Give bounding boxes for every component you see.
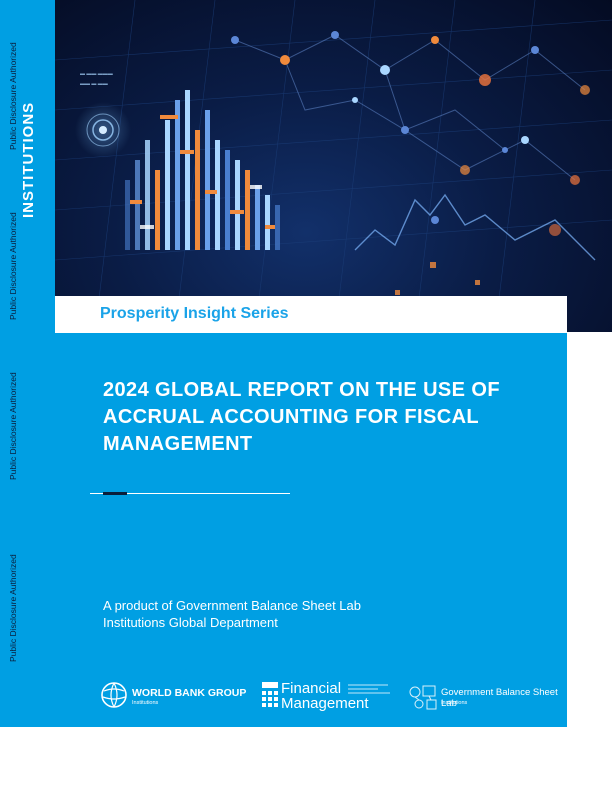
gbsl-logo: Government Balance Sheet Lab Institution… — [407, 682, 567, 714]
hero-image: ▬ ▬▬ ▬▬▬ ▬▬ ▬ ▬▬ — [55, 0, 612, 332]
svg-text:▬▬ ▬ ▬▬: ▬▬ ▬ ▬▬ — [80, 81, 108, 87]
financial-management-line1: Financial — [281, 680, 342, 697]
disclosure-label-1: Public Disclosure Authorized — [8, 42, 18, 150]
disclosure-label-3: Public Disclosure Authorized — [8, 372, 18, 480]
product-line-1: A product of Government Balance Sheet La… — [103, 598, 362, 613]
disclosure-label-4: Public Disclosure Authorized — [8, 554, 18, 662]
hero-graphic: ▬ ▬▬ ▬▬▬ ▬▬ ▬ ▬▬ — [55, 0, 612, 332]
divider-accent — [103, 492, 127, 495]
bar-cluster — [125, 90, 280, 250]
financial-management-line2: Management — [281, 695, 369, 712]
spine-vertical-title: INSTITUTIONS — [20, 101, 37, 218]
series-bar: Prosperity Insight Series — [55, 296, 567, 333]
disclosure-label-2: Public Disclosure Authorized — [8, 212, 18, 320]
globe-icon — [101, 682, 127, 708]
world-bank-logo: WORLD BANK GROUP Institutions — [100, 681, 250, 713]
gbsl-name: Government Balance Sheet Lab — [441, 687, 558, 709]
financial-management-logo: Financial Management — [262, 680, 397, 714]
product-line-2: Institutions Global Department — [103, 615, 278, 630]
gbsl-sub: Institutions — [441, 700, 468, 706]
world-bank-sub: Institutions — [132, 700, 159, 706]
cover-main-panel: 2024 GLOBAL REPORT ON THE USE OF ACCRUAL… — [55, 333, 567, 727]
calculator-icon — [262, 682, 278, 707]
left-spine: Public Disclosure Authorized Public Disc… — [0, 0, 55, 792]
world-bank-name: WORLD BANK GROUP — [132, 687, 247, 699]
divider-line — [90, 493, 290, 494]
report-title: 2024 GLOBAL REPORT ON THE USE OF ACCRUAL… — [103, 379, 500, 455]
spine-blue-band — [0, 0, 55, 727]
right-margin — [567, 332, 612, 792]
series-title: Prosperity Insight Series — [100, 305, 289, 322]
svg-text:▬ ▬▬ ▬▬▬: ▬ ▬▬ ▬▬▬ — [80, 71, 113, 77]
balance-sheet-icon — [409, 685, 437, 710]
financial-management-tagline — [348, 684, 390, 694]
